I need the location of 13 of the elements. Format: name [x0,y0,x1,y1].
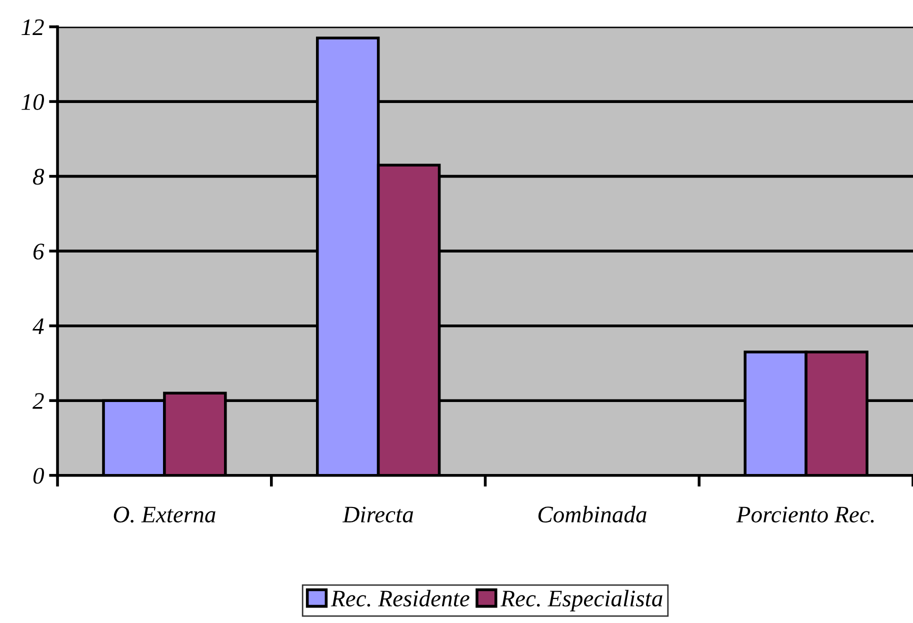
y-tick-label: 0 [33,468,44,484]
y-tick-label: 8 [33,168,44,185]
legend-label: Rec. Especialista [500,590,662,612]
y-tick-label: 4 [32,318,44,334]
y-tick-label: 6 [33,244,44,260]
x-tick-label: Combinada [538,506,646,523]
legend-label: Rec. Residente [330,590,470,607]
x-tick-label: Directa [342,506,414,523]
y-tick-label: 12 [22,19,44,35]
x-tick-label: O. Externa [114,506,216,523]
x-tick-label: Porciento Rec. [736,506,874,523]
y-tick-label: 10 [22,94,44,110]
y-tick-label: 2 [32,393,44,409]
